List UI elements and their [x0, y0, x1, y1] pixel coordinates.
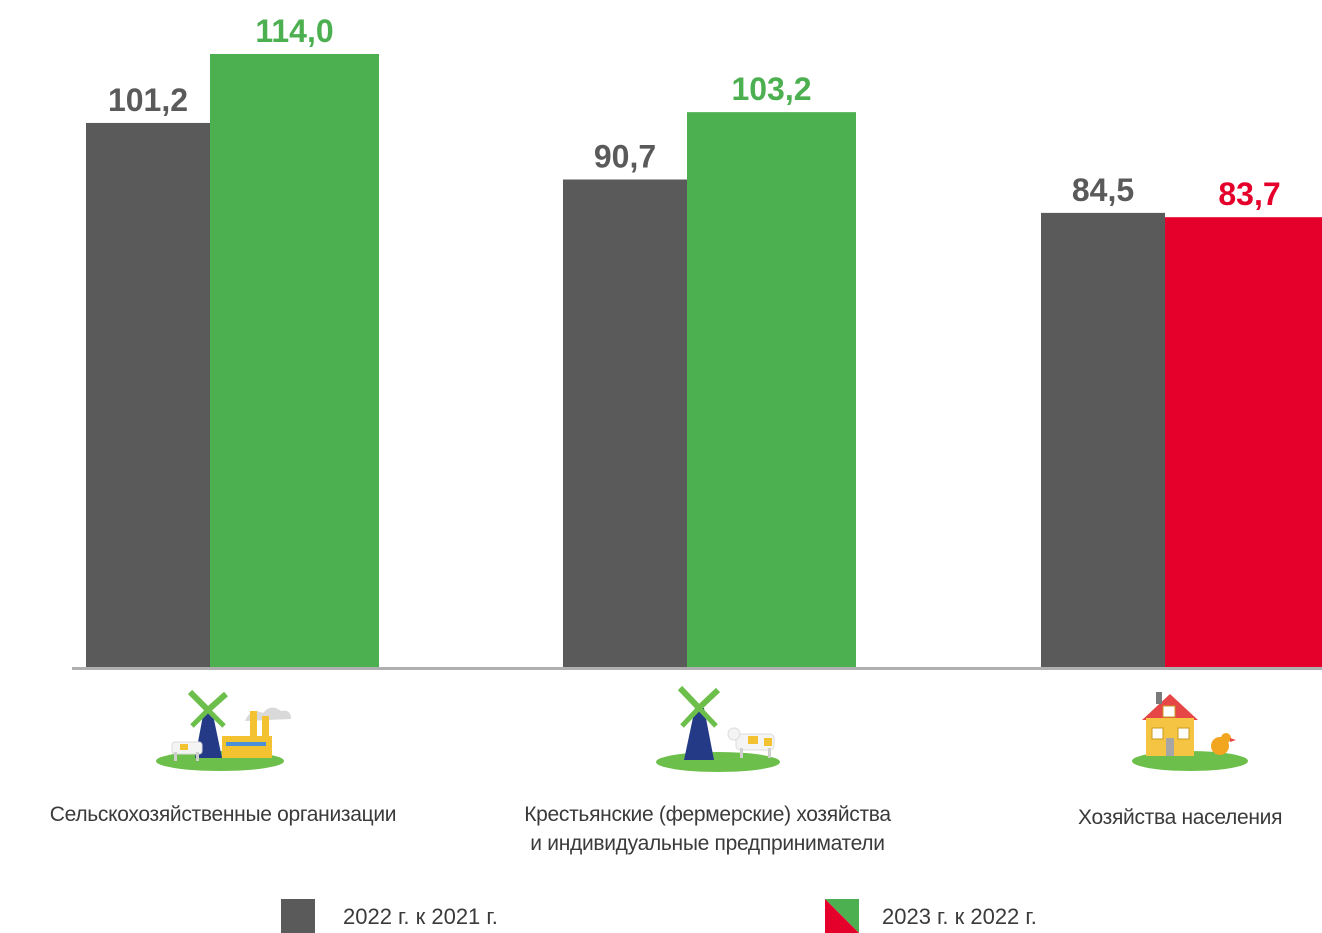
- bars-layer: [86, 54, 1322, 669]
- bar-series2-category2: [687, 112, 856, 669]
- category-label-line: Хозяйства населения: [1078, 806, 1283, 829]
- value-label-series1-category2: 90,7: [594, 138, 656, 174]
- category-label-2: Крестьянские (фермерские) хозяйства и ин…: [480, 800, 935, 858]
- legend-label-2023: 2023 г. к 2022 г.: [882, 904, 1037, 929]
- category-label-line: Крестьянские (фермерские) хозяйства: [524, 803, 891, 826]
- house-chicken-icon: [1132, 692, 1248, 771]
- windmill-cow-icon: [656, 685, 780, 772]
- bar-series1-category1: [86, 122, 210, 668]
- legend-swatch-2022: [281, 899, 315, 933]
- bar-series2-category3: [1165, 217, 1322, 668]
- bar-series1-category3: [1041, 212, 1165, 668]
- value-label-series2-category1: 114,0: [255, 13, 333, 49]
- value-label-series1-category1: 101,2: [108, 82, 188, 118]
- bar-series2-category1: [210, 54, 379, 668]
- category-label-line: Сельскохозяйственные организации: [49, 803, 397, 826]
- value-label-series2-category2: 103,2: [731, 71, 811, 107]
- legend-label-2022: 2022 г. к 2021 г.: [343, 904, 498, 929]
- windmill-factory-icon: [156, 689, 291, 771]
- category-label-line: и индивидуальные предприниматели: [530, 832, 885, 855]
- value-labels-layer: 101,2 114,0 90,7 103,2 84,5 83,7: [108, 13, 1281, 212]
- bar-series1-category2: [563, 179, 687, 668]
- value-label-series2-category3: 83,7: [1218, 176, 1280, 212]
- legend-swatch-2023: [825, 899, 859, 933]
- value-label-series1-category3: 84,5: [1072, 172, 1134, 208]
- category-label-1: Сельскохозяйственные организации: [8, 800, 438, 829]
- category-label-3: Хозяйства населения: [1078, 803, 1322, 832]
